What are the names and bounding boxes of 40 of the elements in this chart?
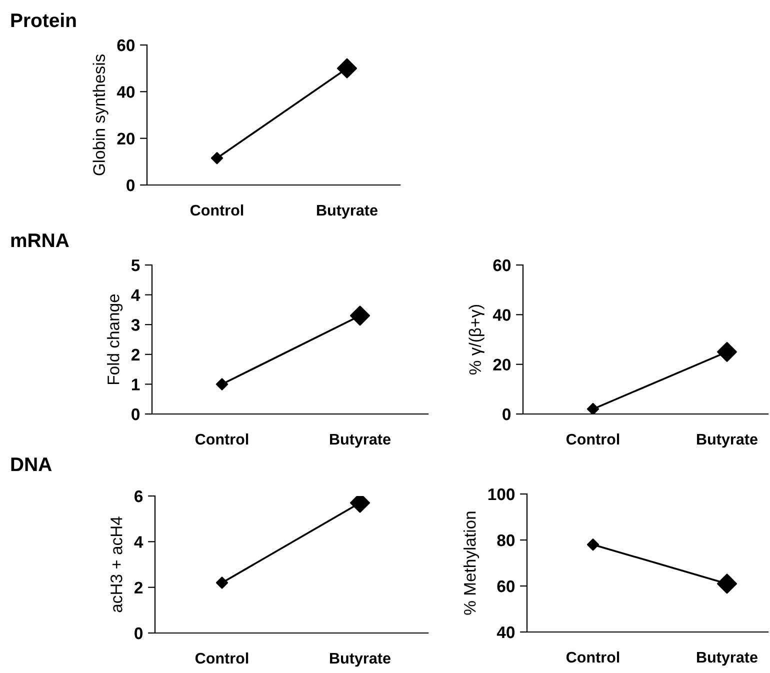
x-tick-label: Control	[566, 651, 620, 663]
y-tick-label: 60	[117, 39, 135, 52]
x-tick-label: Control	[195, 433, 248, 445]
x-tick-label: Control	[195, 652, 248, 664]
y-tick-label: 80	[497, 534, 515, 546]
x-tick-label: Butyrate	[697, 652, 758, 666]
y-tick-label: 0	[126, 179, 135, 192]
y-tick-label: 5	[131, 260, 140, 272]
y-tick-label: 2	[134, 582, 143, 594]
y-tick-label: 40	[492, 309, 511, 321]
x-tick-label: Control	[566, 433, 620, 445]
y-tick-label: 6	[134, 490, 143, 502]
y-tick-label: 0	[502, 408, 511, 420]
y-tick-label: 20	[493, 358, 511, 371]
x-tick-label: Butyrate	[330, 434, 390, 448]
x-tick-label: Butyrate	[317, 205, 378, 219]
y-axis-title: % Methylation	[464, 512, 480, 615]
x-tick-label: Control	[190, 204, 244, 216]
y-axis-title: % γ/(β+γ)	[468, 304, 484, 374]
chart-title: mRNA	[11, 234, 69, 248]
y-tick-label: 4	[131, 289, 140, 301]
y-tick-label: 1	[132, 378, 140, 390]
x-tick-label: Butyrate	[330, 653, 390, 667]
y-axis-title: Globin synthesis	[92, 54, 108, 176]
x-tick-label: Butyrate	[697, 434, 758, 448]
y-tick-label: 4	[134, 536, 144, 548]
y-tick-label: 40	[116, 86, 135, 98]
y-tick-label: 60	[493, 259, 511, 272]
y-tick-label: 3	[131, 319, 140, 331]
y-axis-title: acH3 + acH4	[110, 516, 122, 612]
y-tick-label: 0	[134, 627, 143, 640]
y-tick-label: 2	[132, 348, 140, 360]
y-tick-label: 40	[496, 626, 515, 638]
y-tick-label: 0	[132, 408, 140, 420]
y-tick-label: 20	[117, 132, 135, 145]
chart-title: Protein	[11, 12, 76, 28]
y-tick-label: 100	[488, 488, 515, 500]
chart-title: DNA	[11, 458, 52, 472]
y-tick-label: 60	[497, 580, 515, 592]
y-axis-title: Fold change	[107, 294, 123, 384]
